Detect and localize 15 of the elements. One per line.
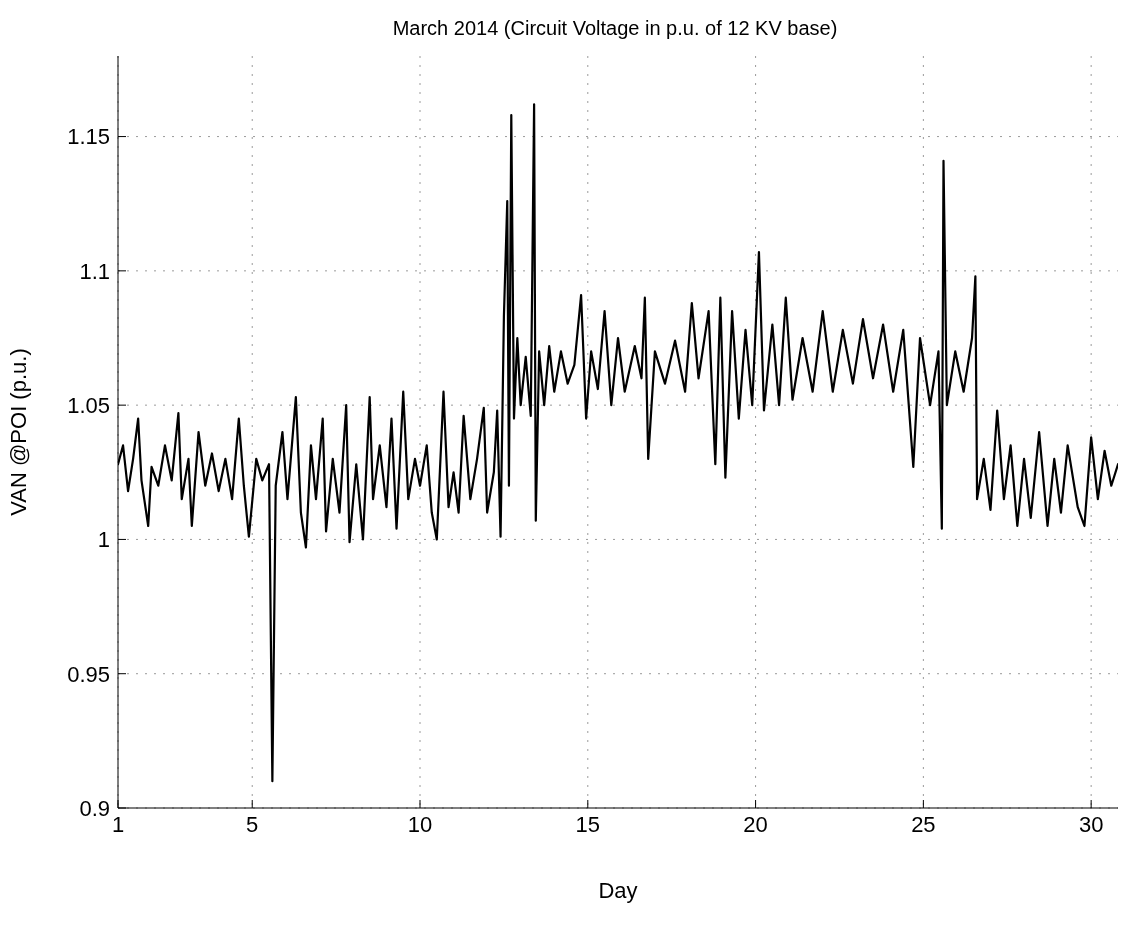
- x-tick-label: 5: [246, 811, 259, 837]
- x-tick-label: 15: [575, 811, 601, 837]
- y-tick-label: 0.9: [79, 795, 110, 821]
- y-tick-label: 1.15: [67, 124, 110, 150]
- y-axis-title: VAN @POI (p.u.): [5, 348, 31, 516]
- y-tick-label: 1.1: [79, 258, 110, 284]
- y-tick-label: 1.05: [67, 392, 110, 418]
- x-axis-title: Day: [598, 878, 638, 903]
- chart-title: March 2014 (Circuit Voltage in p.u. of 12 KV base): [391, 16, 839, 41]
- x-tick-label: 10: [407, 811, 433, 837]
- y-tick-label: 1: [97, 527, 110, 553]
- y-tick-label: 0.95: [67, 661, 110, 687]
- x-tick-label: 25: [911, 811, 936, 837]
- x-tick-label: 30: [1078, 811, 1104, 837]
- x-tick-label: 20: [743, 811, 768, 837]
